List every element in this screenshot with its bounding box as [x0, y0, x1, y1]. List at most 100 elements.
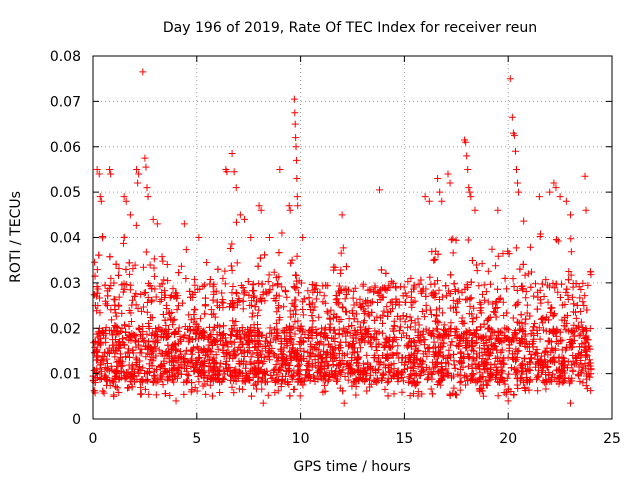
data-point: [464, 377, 472, 385]
data-point: [351, 377, 359, 385]
data-point: [149, 379, 157, 387]
data-point: [193, 359, 201, 367]
data-point: [434, 358, 442, 366]
data-point: [316, 368, 324, 376]
data-point: [534, 387, 542, 395]
data-point: [447, 325, 455, 333]
data-point: [355, 377, 363, 385]
data-point: [586, 373, 594, 381]
data-point: [224, 343, 232, 351]
data-point: [185, 372, 193, 380]
data-point: [230, 303, 238, 311]
data-point: [126, 270, 134, 278]
data-point: [296, 366, 304, 374]
data-point: [282, 288, 290, 296]
data-point: [430, 290, 438, 298]
data-point: [483, 381, 491, 389]
data-point: [156, 326, 164, 334]
data-point: [352, 383, 360, 391]
data-point: [483, 316, 491, 324]
data-point: [299, 298, 307, 306]
data-point: [250, 292, 258, 300]
data-point: [430, 364, 438, 372]
data-point: [394, 367, 402, 375]
data-point: [394, 312, 402, 320]
data-point: [252, 343, 260, 351]
data-point: [350, 315, 358, 323]
data-point: [148, 362, 156, 370]
outlier-point: [255, 202, 263, 210]
data-point: [435, 343, 443, 351]
data-point: [314, 375, 322, 383]
data-point: [525, 366, 533, 374]
data-point: [250, 293, 258, 301]
data-point: [136, 349, 144, 357]
data-point: [376, 361, 384, 369]
data-point: [519, 260, 527, 268]
data-point: [536, 296, 544, 304]
data-point: [113, 384, 121, 392]
data-point: [435, 319, 443, 327]
data-point: [117, 367, 125, 375]
outlier-point: [514, 179, 522, 187]
data-point: [321, 376, 329, 384]
outlier-point: [515, 188, 523, 196]
data-point: [404, 379, 412, 387]
data-point: [255, 359, 263, 367]
outlier-point: [552, 184, 560, 192]
data-point: [122, 265, 130, 273]
data-point: [469, 370, 477, 378]
data-point: [125, 322, 133, 330]
data-point: [499, 250, 507, 258]
data-point: [452, 391, 460, 399]
data-point: [129, 346, 137, 354]
outlier-point: [259, 399, 267, 407]
data-point: [306, 305, 314, 313]
data-point: [573, 354, 581, 362]
data-point: [464, 362, 472, 370]
data-point: [420, 341, 428, 349]
data-point: [468, 346, 476, 354]
data-point: [287, 259, 295, 267]
data-point: [530, 335, 538, 343]
data-point: [485, 335, 493, 343]
data-point: [362, 299, 370, 307]
data-point: [161, 365, 169, 373]
outlier-point: [338, 211, 346, 219]
data-point: [103, 301, 111, 309]
data-point: [435, 378, 443, 386]
data-point: [101, 372, 109, 380]
data-point: [559, 377, 567, 385]
data-point: [121, 375, 129, 383]
data-point: [312, 345, 320, 353]
data-point: [200, 374, 208, 382]
data-point: [500, 377, 508, 385]
data-point: [161, 291, 169, 299]
data-point: [536, 232, 544, 240]
data-point: [476, 368, 484, 376]
data-point: [291, 330, 299, 338]
data-point: [141, 385, 149, 393]
data-point: [230, 322, 238, 330]
data-point: [140, 289, 148, 297]
data-point: [120, 233, 128, 241]
data-point: [415, 321, 423, 329]
data-point: [499, 359, 507, 367]
data-point: [173, 306, 181, 314]
data-point: [546, 308, 554, 316]
data-point: [359, 319, 367, 327]
data-point: [449, 296, 457, 304]
data-point: [449, 249, 457, 257]
data-point: [119, 335, 127, 343]
outlier-point: [134, 179, 142, 187]
data-point: [143, 298, 151, 306]
y-tick-label: 0.06: [50, 140, 81, 156]
data-point: [414, 328, 422, 336]
data-point: [559, 367, 567, 375]
data-point: [290, 283, 298, 291]
data-point: [152, 352, 160, 360]
data-point: [106, 253, 114, 261]
data-point: [536, 357, 544, 365]
data-point: [242, 360, 250, 368]
data-point: [210, 310, 218, 318]
